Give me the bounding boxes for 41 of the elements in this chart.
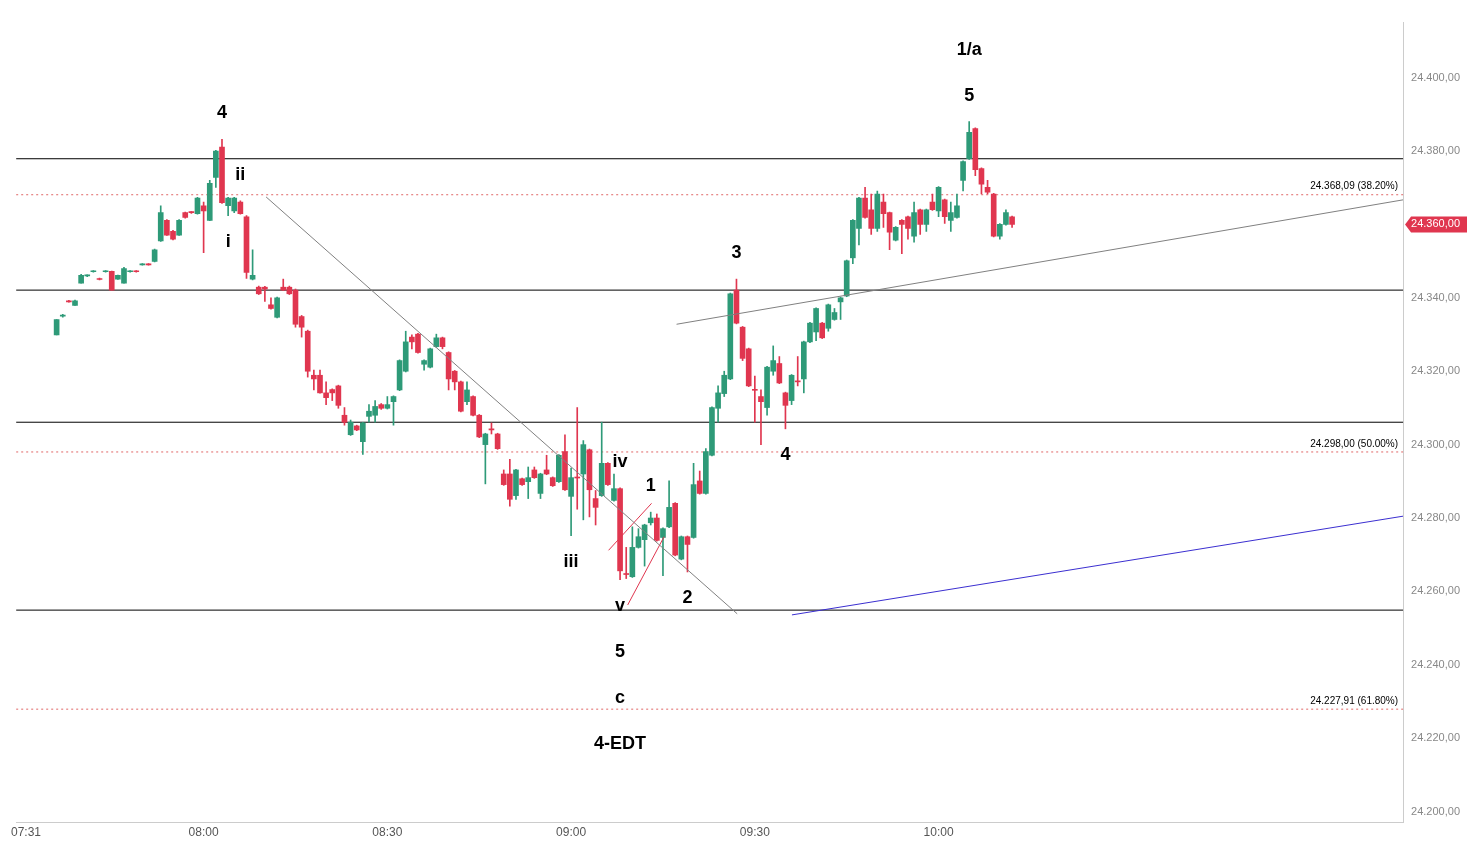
annotation: 4: [780, 443, 791, 464]
annotation: v: [615, 594, 626, 615]
candlestick: [525, 466, 532, 499]
x-tick-label: 08:30: [372, 825, 403, 840]
ref-line-label: 24.298,00 (50.00%): [1310, 437, 1399, 449]
y-tick-label: 24.360,00: [1411, 217, 1460, 230]
y-tick-label: 24.260,00: [1411, 584, 1460, 597]
y-tick-label: 24.200,00: [1411, 804, 1460, 817]
candlestick: [623, 547, 630, 579]
annotation: 3: [731, 242, 742, 263]
annotation: 4-EDT: [594, 732, 647, 753]
annotation: c: [615, 686, 626, 707]
y-tick-label: 24.220,00: [1411, 731, 1460, 744]
x-tick-label: 09:30: [739, 825, 771, 840]
annotation: 1/a: [956, 38, 983, 59]
y-tick-label: 24.280,00: [1411, 511, 1460, 524]
ref-line-label: 24.227,91 (61.80%): [1310, 694, 1399, 706]
y-tick-label: 24.400,00: [1411, 70, 1460, 83]
x-tick-label: 09:00: [556, 825, 587, 840]
annotation: 5: [964, 84, 975, 105]
y-tick-label: 24.240,00: [1411, 657, 1460, 670]
candlestick: [66, 300, 72, 303]
y-tick-label: 24.320,00: [1411, 364, 1460, 377]
annotation: iv: [612, 450, 628, 471]
annotation: iii: [563, 550, 579, 571]
x-tick-label: 07:31: [11, 825, 42, 840]
x-tick-label: 10:00: [923, 825, 954, 840]
candlestick: [752, 375, 758, 423]
annotation: i: [225, 230, 231, 251]
annotation: 4: [216, 102, 227, 123]
y-tick-label: 24.380,00: [1411, 144, 1460, 157]
y-tick-label: 24.300,00: [1411, 437, 1460, 450]
annotation: 5: [615, 640, 626, 661]
candlestick: [758, 389, 764, 445]
x-tick-label: 08:00: [188, 825, 219, 840]
annotation: ii: [235, 163, 246, 184]
y-tick-label: 24.340,00: [1411, 290, 1460, 303]
annotation: 1: [645, 475, 656, 496]
annotation: 2: [682, 586, 693, 607]
candlestick: [323, 381, 329, 405]
ref-line-label: 24.368,09 (38.20%): [1310, 180, 1399, 192]
